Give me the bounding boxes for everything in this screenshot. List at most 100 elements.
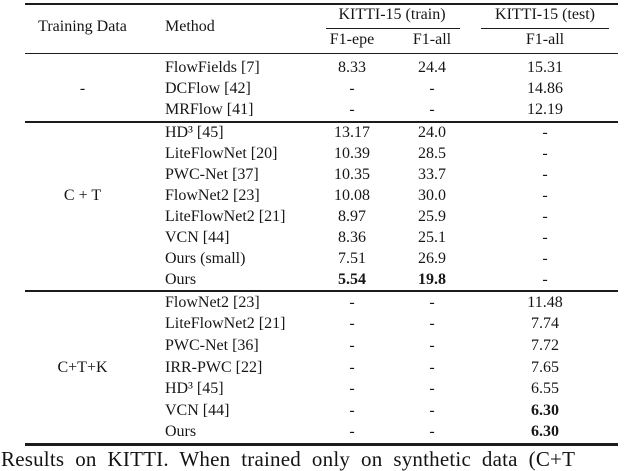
f1-all-train-cell: -	[429, 79, 435, 97]
f1-all-train-cell: -	[429, 336, 435, 354]
method-cell: DCFlow [42]	[165, 79, 251, 97]
f1-all-train-cell: 33.7	[418, 166, 446, 184]
method-cell: MRFlow [41]	[165, 101, 254, 119]
table-rule-header-bottom	[25, 52, 618, 55]
f1-epe-cell: 8.97	[338, 207, 366, 225]
col-group-header-kitti-test: KITTI-15 (test)	[495, 6, 595, 23]
training-data-label: C + T	[63, 187, 102, 205]
table-row: LiteFlowNet2 [21] 8.97 25.9 -	[0, 207, 640, 228]
method-cell: Ours (small)	[165, 249, 246, 267]
table-row: VCN [44] 8.36 25.1 -	[0, 227, 640, 248]
cmidrule-train	[326, 27, 460, 29]
f1-epe-cell: -	[349, 380, 355, 398]
f1-epe-cell: -	[349, 423, 355, 441]
f1-epe-cell: -	[349, 101, 355, 119]
method-cell: VCN [44]	[165, 401, 230, 419]
method-cell: HD³ [45]	[165, 380, 224, 398]
method-cell: Ours	[165, 270, 197, 288]
f1-epe-cell: -	[349, 79, 355, 97]
method-cell: HD³ [45]	[165, 124, 224, 142]
table-row: C + T FlowNet2 [23] 10.08 30.0 -	[0, 186, 640, 207]
f1-all-train-cell: 28.5	[418, 145, 446, 163]
table-rule-bottom	[25, 443, 618, 446]
f1-all-train-cell: -	[429, 293, 435, 311]
table-row: FlowFields [7] 8.33 24.4 15.31	[0, 57, 640, 78]
method-cell: FlowNet2 [23]	[165, 293, 260, 311]
f1-epe-cell: 13.17	[334, 124, 370, 142]
table-rule-mid-2	[25, 290, 618, 292]
table-row: Ours 5.54 19.8 -	[0, 269, 640, 290]
table-header: Training Data Method KITTI-15 (train) KI…	[0, 0, 640, 53]
table-row: Ours - - 6.30	[0, 421, 640, 443]
f1-all-train-cell: -	[429, 423, 435, 441]
table-caption: Results on KITTI. When trained only on s…	[1, 447, 576, 471]
table-group-c-plus-t: HD³ [45] 13.17 24.0 - LiteFlowNet [20] 1…	[0, 123, 640, 290]
table-row: LiteFlowNet [20] 10.39 28.5 -	[0, 144, 640, 165]
f1-epe-cell: 10.08	[334, 187, 370, 205]
f1-all-test-cell: 14.86	[527, 79, 563, 97]
f1-all-test-cell: 12.19	[527, 101, 563, 119]
cmidrule-test	[481, 27, 609, 29]
table-row: MRFlow [41] - - 12.19	[0, 100, 640, 121]
method-cell: Ours	[165, 423, 197, 441]
f1-all-test-cell: -	[542, 249, 548, 267]
f1-all-test-cell: -	[542, 207, 548, 225]
f1-all-test-cell: 11.48	[527, 293, 563, 311]
col-header-f1-all-train: F1-all	[412, 31, 452, 48]
f1-epe-cell: 7.51	[338, 249, 366, 267]
training-data-label: -	[79, 79, 86, 97]
f1-all-test-cell: -	[542, 145, 548, 163]
f1-all-test-cell: 6.55	[531, 380, 559, 398]
col-group-header-kitti-train: KITTI-15 (train)	[338, 6, 446, 23]
method-cell: LiteFlowNet2 [21]	[165, 207, 286, 225]
f1-epe-cell: 10.39	[334, 145, 370, 163]
table-row: PWC-Net [37] 10.35 33.7 -	[0, 165, 640, 186]
method-cell: LiteFlowNet2 [21]	[165, 315, 286, 333]
f1-epe-cell: -	[349, 315, 355, 333]
f1-all-train-cell: 30.0	[418, 187, 446, 205]
table-row: LiteFlowNet2 [21] - - 7.74	[0, 314, 640, 336]
col-header-training-data: Training Data	[38, 18, 127, 35]
table-row: Ours (small) 7.51 26.9 -	[0, 248, 640, 269]
method-cell: PWC-Net [37]	[165, 166, 259, 184]
f1-epe-cell: 8.33	[338, 58, 366, 76]
col-header-f1-epe: F1-epe	[329, 31, 375, 48]
table-row: VCN [44] - - 6.30	[0, 400, 640, 422]
f1-all-test-cell: -	[542, 187, 548, 205]
f1-all-train-cell: 26.9	[418, 249, 446, 267]
f1-epe-cell: -	[349, 358, 355, 376]
method-cell: LiteFlowNet [20]	[165, 145, 278, 163]
training-data-label: C+T+K	[57, 358, 108, 376]
f1-epe-cell: 10.35	[334, 166, 370, 184]
method-cell: FlowFields [7]	[165, 58, 260, 76]
col-header-method: Method	[165, 18, 215, 35]
f1-all-train-cell: 19.8	[418, 270, 446, 288]
table-rule-top	[25, 3, 618, 6]
f1-all-test-cell: -	[542, 124, 548, 142]
f1-all-test-cell: 7.74	[531, 315, 559, 333]
table-row: FlowNet2 [23] - - 11.48	[0, 292, 640, 314]
table-row: PWC-Net [36] - - 7.72	[0, 335, 640, 357]
table-row: HD³ [45] 13.17 24.0 -	[0, 123, 640, 144]
f1-all-test-cell: 15.31	[527, 58, 563, 76]
f1-all-train-cell: -	[429, 401, 435, 419]
table-rule-mid-1	[25, 121, 618, 123]
f1-all-test-cell: -	[542, 228, 548, 246]
f1-all-train-cell: 24.0	[418, 124, 446, 142]
method-cell: VCN [44]	[165, 228, 230, 246]
f1-epe-cell: 8.36	[338, 228, 366, 246]
f1-all-test-cell: 7.72	[531, 336, 559, 354]
table-group-no-training-data: FlowFields [7] 8.33 24.4 15.31 - DCFlow …	[0, 57, 640, 121]
f1-epe-cell: 5.54	[338, 270, 366, 288]
f1-all-test-cell: -	[542, 166, 548, 184]
f1-all-train-cell: 24.4	[418, 58, 446, 76]
f1-epe-cell: -	[349, 293, 355, 311]
f1-all-train-cell: 25.9	[418, 207, 446, 225]
table-row: C+T+K IRR-PWC [22] - - 7.65	[0, 357, 640, 379]
f1-all-train-cell: -	[429, 380, 435, 398]
f1-all-train-cell: -	[429, 101, 435, 119]
table-row: HD³ [45] - - 6.55	[0, 378, 640, 400]
f1-all-train-cell: -	[429, 358, 435, 376]
f1-all-test-cell: 7.65	[531, 358, 559, 376]
table-group-c-plus-t-plus-k: FlowNet2 [23] - - 11.48 LiteFlowNet2 [21…	[0, 292, 640, 443]
